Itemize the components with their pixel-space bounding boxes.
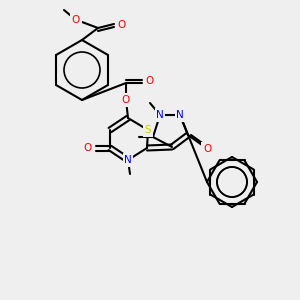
Text: O: O [72, 15, 80, 25]
Text: S: S [145, 125, 151, 135]
Text: O: O [122, 95, 130, 105]
Text: O: O [117, 20, 125, 30]
Text: O: O [203, 144, 211, 154]
Text: N: N [124, 155, 132, 165]
Text: N: N [176, 110, 184, 120]
Text: N: N [156, 110, 164, 120]
Text: O: O [145, 76, 153, 86]
Text: O: O [84, 143, 92, 153]
